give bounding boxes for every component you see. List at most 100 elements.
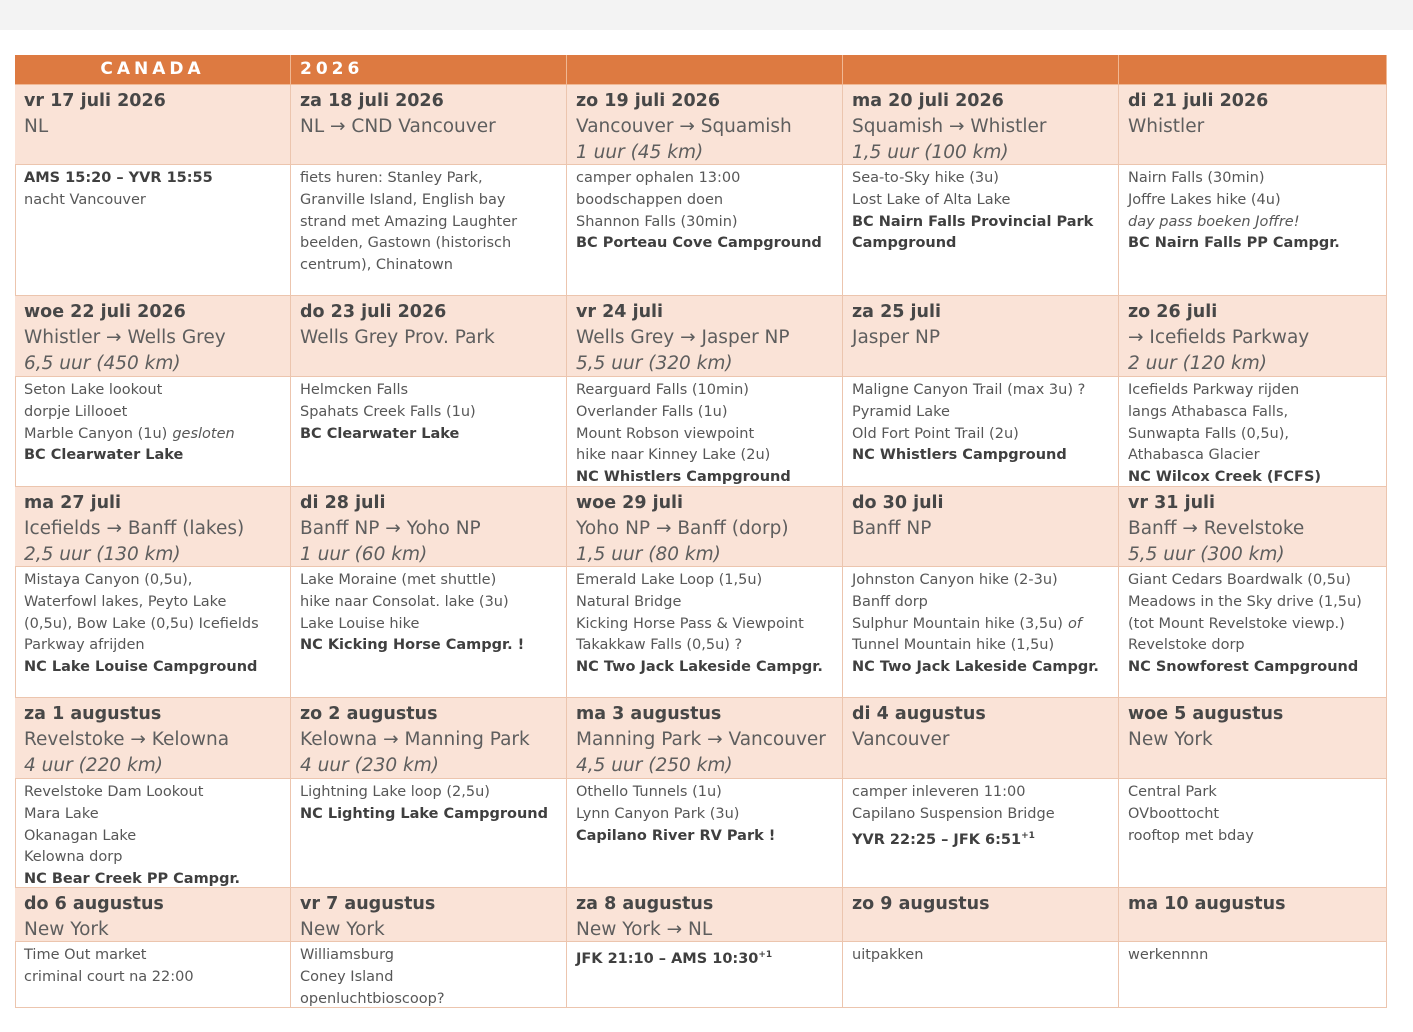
detail-line: Central Park [1128, 784, 1217, 800]
detail-text: NC Two Jack Lakeside Campgr. [852, 659, 1099, 676]
day-route: Banff NP → Yoho NP [300, 518, 481, 539]
day-route: Whistler → Wells Grey [24, 327, 226, 348]
detail-line: Okanagan Lake [24, 827, 137, 844]
detail-line: Shannon Falls (30min) [576, 213, 738, 230]
day-date: vr 17 juli 2026 [24, 91, 166, 111]
day-route: Banff → Revelstoke [1128, 518, 1305, 539]
detail-line: strand met Amazing Laughter [300, 213, 518, 230]
detail-line: Maligne Canyon Trail (max 3u) ? [852, 382, 1086, 398]
detail-line: Lynn Canyon Park (3u) [576, 805, 740, 822]
detail-line: Revelstoke Dam Lookout [24, 784, 204, 800]
detail-line: Natural Bridge [576, 593, 682, 610]
day-heading: vr 7 augustus New York [291, 888, 567, 942]
detail-line: Sulphur Mountain hike (3,5u) of [852, 614, 1109, 636]
day-date: vr 7 augustus [300, 894, 436, 914]
detail-line: Overlander Falls (1u) [576, 403, 728, 420]
day-heading: za 8 augustus New York → NL [567, 888, 843, 942]
detail-line: NC Whistlers Campground [852, 445, 1109, 467]
detail-line: langs Athabasca Falls, [1128, 403, 1289, 420]
detail-text: BC Clearwater Lake [24, 447, 184, 464]
day-route: Yoho NP → Banff (dorp) [576, 518, 789, 539]
day-date: ma 3 augustus [576, 704, 722, 724]
detail-line: Takakkaw Falls (0,5u) ? [576, 637, 743, 654]
day-heading: zo 9 augustus [843, 888, 1119, 942]
day-date: za 8 augustus [576, 894, 714, 914]
day-date: do 30 juli [852, 493, 944, 513]
detail-line: Giant Cedars Boardwalk (0,5u) [1128, 572, 1351, 588]
day-route: Wells Grey Prov. Park [300, 327, 495, 348]
detail-line: Time Out market [24, 947, 147, 963]
day-date: zo 2 augustus [300, 704, 438, 724]
detail-line: OVboottocht [1128, 805, 1220, 822]
detail-line: BC Clearwater Lake [24, 445, 281, 467]
day-details: Johnston Canyon hike (2-3u) Banff dorp Sul… [843, 567, 1119, 698]
detail-text: Campground [852, 235, 957, 252]
detail-text: NC Kicking Horse Campgr. ! [300, 637, 525, 654]
day-duration: 1 uur (45 km) [576, 142, 704, 163]
detail-line: Coney Island [300, 968, 394, 985]
day-details: Williamsburg Coney Island openluchtbioscoo… [291, 942, 567, 1008]
day-details: JFK 21:10 – AMS 10:30+1 [567, 942, 843, 1008]
detail-line: hike naar Kinney Lake (2u) [576, 447, 771, 464]
detail-text: Sulphur Mountain hike (3,5u) [852, 615, 1063, 632]
detail-line: boodschappen doen [576, 191, 724, 208]
day-duration: 4 uur (230 km) [300, 755, 439, 776]
day-route: Squamish → Whistler [852, 116, 1047, 137]
day-route: New York [24, 919, 109, 940]
detail-text: AMS 15:20 – YVR 15:55 [24, 170, 213, 186]
detail-line: Old Fort Point Trail (2u) [852, 425, 1019, 442]
day-details: Seton Lake lookout dorpje Lillooet Marble … [15, 377, 291, 487]
header-cell [1119, 55, 1387, 85]
day-heading: za 18 juli 2026 NL → CND Vancouver [291, 85, 567, 165]
detail-line: (tot Mount Revelstoke viewp.) [1128, 615, 1345, 632]
detail-line: NC Two Jack Lakeside Campgr. [852, 657, 1109, 679]
day-route: Whistler [1128, 116, 1205, 137]
detail-line: Campground [852, 233, 1109, 255]
detail-line: BC Nairn Falls PP Campgr. [1128, 233, 1377, 255]
day-heading: za 1 augustus Revelstoke → Kelowna 4 uur (… [15, 698, 291, 779]
detail-line: Mount Robson viewpoint [576, 425, 755, 442]
detail-line: Helmcken Falls [300, 382, 409, 398]
day-heading: zo 26 juli → Icefields Parkway 2 uur (120 … [1119, 296, 1387, 377]
day-date: ma 27 juli [24, 493, 122, 513]
detail-line: werkennnn [1128, 947, 1209, 963]
day-date: ma 10 augustus [1128, 894, 1286, 914]
detail-line: Revelstoke dorp [1128, 637, 1245, 654]
detail-line: beelden, Gastown (historisch [300, 235, 512, 252]
day-heading: vr 31 juli Banff → Revelstoke 5,5 uur (300… [1119, 487, 1387, 567]
day-route: NL → CND Vancouver [300, 116, 496, 137]
day-duration: 6,5 uur (450 km) [24, 353, 181, 374]
day-duration: 5,5 uur (320 km) [576, 353, 733, 374]
day-date: vr 24 juli [576, 302, 664, 322]
detail-line: Lake Louise hike [300, 615, 420, 632]
day-route: Banff NP [852, 518, 932, 539]
day-details: Central Park OVboottocht rooftop met bday [1119, 779, 1387, 888]
detail-line: uitpakken [852, 947, 924, 963]
detail-line: NC Two Jack Lakeside Campgr. [576, 657, 833, 679]
day-heading: zo 2 augustus Kelowna → Manning Park 4 uur… [291, 698, 567, 779]
detail-line: Williamsburg [300, 947, 395, 963]
detail-text: day pass boeken Joffre! [1128, 213, 1300, 230]
day-date: di 28 juli [300, 493, 386, 513]
detail-line: Spahats Creek Falls (1u) [300, 403, 476, 420]
day-route: Wells Grey → Jasper NP [576, 327, 790, 348]
day-route: New York [1128, 729, 1213, 750]
day-route: NL [24, 116, 49, 137]
detail-line: Icefields Parkway rijden [1128, 382, 1300, 398]
detail-line: Mara Lake [24, 805, 99, 822]
day-date: di 4 augustus [852, 704, 986, 724]
detail-line: Parkway afrijden [24, 637, 145, 654]
detail-line: Sunwapta Falls (0,5u), [1128, 425, 1290, 442]
detail-line: Marble Canyon (1u) gesloten [24, 424, 281, 446]
detail-text: BC Porteau Cove Campground [576, 235, 822, 252]
header-cell: CANADA [15, 55, 291, 85]
detail-text: NC Lake Louise Campground [24, 659, 258, 676]
day-details: uitpakken [843, 942, 1119, 1008]
day-details: Giant Cedars Boardwalk (0,5u) Meadows in … [1119, 567, 1387, 698]
day-date: ma 20 juli 2026 [852, 91, 1004, 111]
detail-text: NC Bear Creek PP Campgr. [24, 871, 241, 888]
day-date: woe 29 juli [576, 493, 684, 513]
detail-line: Kelowna dorp [24, 849, 123, 866]
day-route: Revelstoke → Kelowna [24, 729, 230, 750]
